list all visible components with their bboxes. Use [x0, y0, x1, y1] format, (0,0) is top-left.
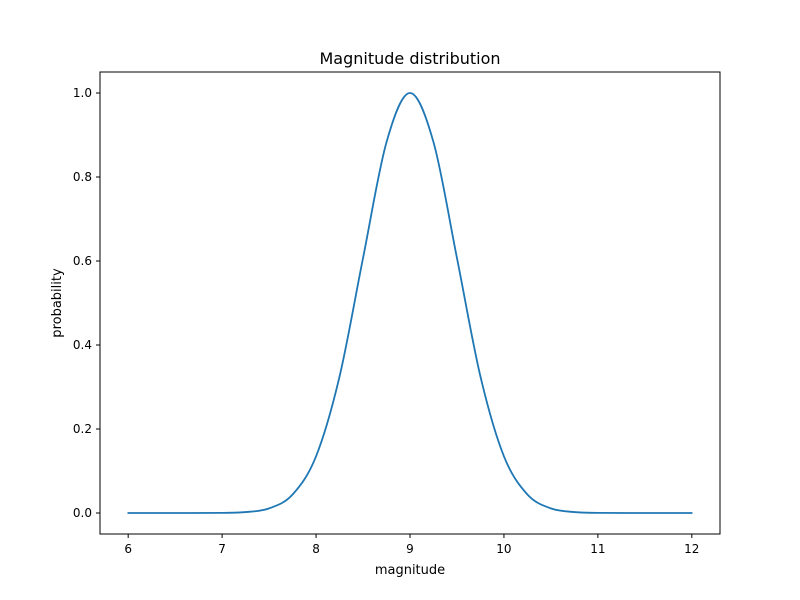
x-tick-label: 6	[124, 542, 132, 556]
x-axis-label: magnitude	[375, 563, 445, 578]
x-tick-label: 10	[496, 542, 511, 556]
y-axis: 0.0 0.2 0.4 0.6 0.8 1.0	[73, 86, 100, 520]
x-tick-label: 12	[684, 542, 699, 556]
series-line	[127, 92, 693, 514]
y-tick-label: 1.0	[73, 86, 92, 100]
plot-area	[127, 92, 693, 514]
y-tick-label: 0.8	[73, 170, 92, 184]
y-tick-label: 0.6	[73, 254, 92, 268]
x-axis: 6 7 8 9 10 11 12	[124, 534, 699, 556]
chart-title: Magnitude distribution	[319, 49, 500, 68]
y-tick-label: 0.0	[73, 506, 92, 520]
y-tick-label: 0.4	[73, 338, 92, 352]
y-axis-label: probability	[50, 268, 65, 338]
x-tick-label: 9	[406, 542, 414, 556]
x-tick-label: 8	[312, 542, 320, 556]
x-tick-label: 7	[218, 542, 226, 556]
x-tick-label: 11	[590, 542, 605, 556]
y-tick-label: 0.2	[73, 422, 92, 436]
